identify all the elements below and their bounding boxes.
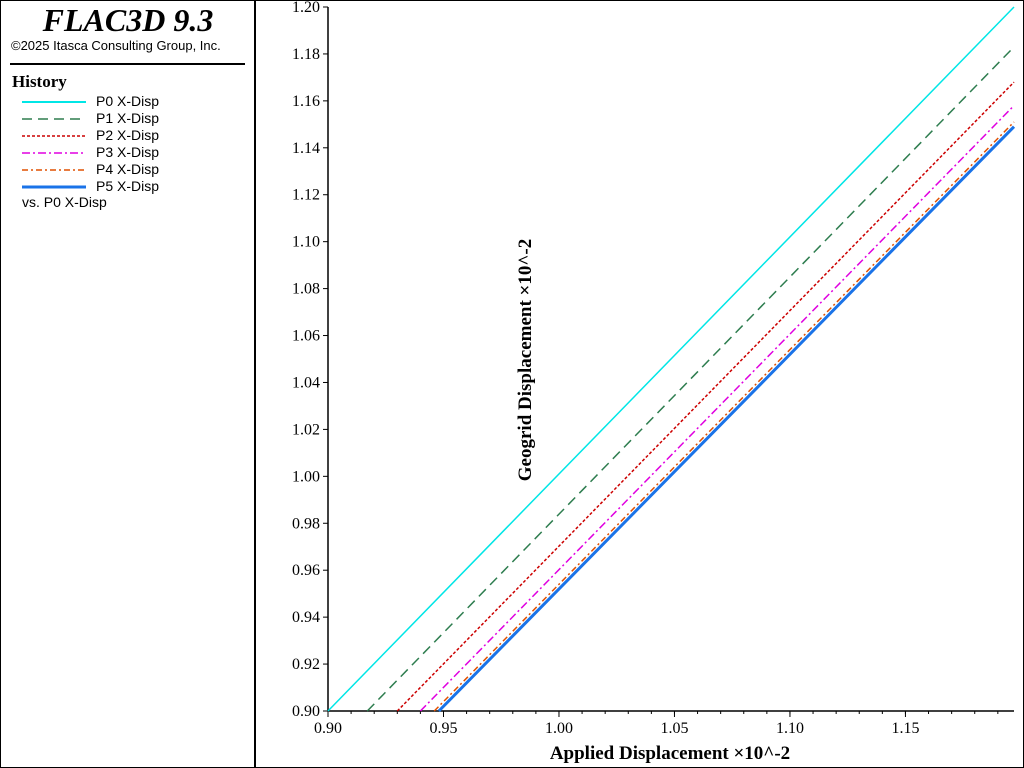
legend-panel: FLAC3D 9.3 ©2025 Itasca Consulting Group… <box>0 0 256 768</box>
y-tick-label: 1.14 <box>292 140 320 157</box>
legend-swatch-p3 <box>22 152 86 154</box>
y-tick-label: 1.00 <box>292 468 320 485</box>
y-tick-label: 1.20 <box>292 0 320 16</box>
legend-item-p0: P0 X-Disp <box>22 93 252 111</box>
y-tick-label: 0.98 <box>292 515 320 532</box>
y-tick-label: 1.02 <box>292 421 320 438</box>
series-line-p1 <box>366 46 1015 712</box>
legend-swatch-p2 <box>22 135 86 137</box>
series-line-p5 <box>437 125 1016 713</box>
legend-swatch-p5 <box>22 185 86 189</box>
y-tick-label: 1.16 <box>292 93 320 110</box>
x-tick-label: 1.10 <box>776 720 804 737</box>
legend-label-p0: P0 X-Disp <box>96 93 160 109</box>
y-tick-label: 1.04 <box>292 374 320 391</box>
y-tick-label: 1.12 <box>292 187 320 204</box>
y-axis-label: Geogrid Displacement ×10^-2 <box>515 239 536 481</box>
y-tick-label: 1.08 <box>292 281 320 298</box>
x-tick-label: 0.90 <box>314 720 342 737</box>
legend-swatch-p1 <box>22 118 86 120</box>
legend-item-p5: P5 X-Disp <box>22 178 252 196</box>
legend-label-p5: P5 X-Disp <box>96 178 160 194</box>
legend-label-p2: P2 X-Disp <box>96 127 160 143</box>
legend-item-p2: P2 X-Disp <box>22 127 252 145</box>
series-line-p0 <box>327 6 1015 712</box>
series-line-p2 <box>396 81 1015 712</box>
y-tick-label: 0.94 <box>292 609 320 626</box>
x-tick-label: 1.05 <box>660 720 688 737</box>
series-line-p4 <box>433 121 1015 712</box>
chart-axes: 0.90 0.92 0.94 0.96 0.98 1.00 1.02 1.04 1.06 1.08… <box>292 0 1014 737</box>
legend-swatch-p0 <box>22 101 86 103</box>
y-tick-label: 1.18 <box>292 46 320 63</box>
y-tick-label: 1.10 <box>292 234 320 251</box>
chart-area: 0.90 0.92 0.94 0.96 0.98 1.00 1.02 1.04 1.06 1.08… <box>292 0 1016 764</box>
y-tick-label: 0.96 <box>292 562 320 579</box>
legend-label-p1: P1 X-Disp <box>96 110 160 126</box>
y-tick-label: 0.92 <box>292 656 320 673</box>
app-title: FLAC3D 9.3 <box>42 2 214 38</box>
legend-item-p4: P4 X-Disp <box>22 161 252 179</box>
copyright-text: ©2025 Itasca Consulting Group, Inc. <box>11 38 221 53</box>
legend-label-p4: P4 X-Disp <box>96 161 160 177</box>
x-tick-label: 1.15 <box>891 720 919 737</box>
series-layer <box>327 6 1016 713</box>
history-title: History <box>12 72 67 91</box>
legend-swatch-p4 <box>22 169 86 171</box>
legend-item-p3: P3 X-Disp <box>22 144 252 162</box>
x-tick-label: 1.00 <box>545 720 573 737</box>
series-line-p3 <box>419 105 1015 712</box>
vs-label: vs. P0 X-Disp <box>22 194 107 210</box>
x-axis-label: Applied Displacement ×10^-2 <box>550 743 790 764</box>
y-tick-label: 0.90 <box>292 703 320 720</box>
legend-label-p3: P3 X-Disp <box>96 144 160 160</box>
x-tick-label: 0.95 <box>429 720 457 737</box>
y-tick-label: 1.06 <box>292 328 320 345</box>
title-divider <box>10 63 245 65</box>
legend-item-p1: P1 X-Disp <box>22 110 252 128</box>
